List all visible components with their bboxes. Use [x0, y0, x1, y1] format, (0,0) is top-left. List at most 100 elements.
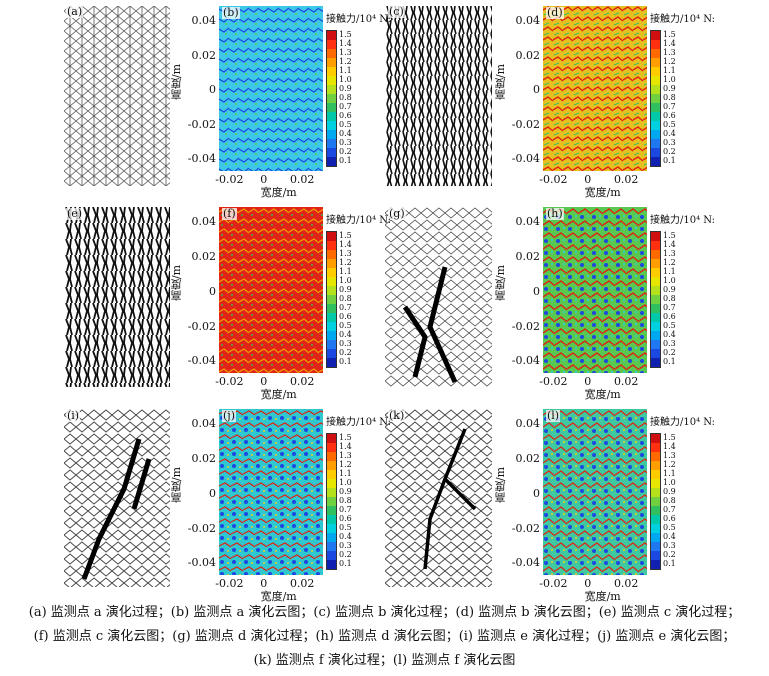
- y-tick-label-h: 0: [533, 284, 540, 298]
- colorbar-title-j: 接触力/10⁴ N:: [326, 417, 392, 428]
- colorbar-segment: [327, 250, 336, 259]
- colorbar-segment: [327, 488, 336, 497]
- caption-line-2: (f) 监测点 c 演化云图；(g) 监测点 d 演化过程；(h) 监测点 d …: [33, 629, 736, 644]
- x-tick-label-j: 0: [260, 577, 268, 590]
- y-tick-label-d: -0.02: [511, 117, 540, 131]
- colorbar-tick-label-f: 0.5: [339, 321, 352, 330]
- colorbar-tick-label-l: 1.1: [663, 469, 676, 478]
- colorbar-tick-label-j: 0.3: [339, 541, 352, 550]
- colorbar-tick-label-h: 1.5: [663, 231, 676, 240]
- colorbar-tick-label-h: 0.3: [663, 339, 676, 348]
- x-tick-label-l: -0.02: [539, 577, 568, 590]
- colorbar-tick-label-f: 1.0: [339, 276, 352, 285]
- x-tick-label-b: -0.02: [215, 173, 244, 186]
- colorbar-tick-label-b: 1.0: [339, 75, 352, 84]
- panel-label-a: (a): [66, 5, 84, 18]
- colorbar-segment: [327, 452, 336, 461]
- colorbar-segment: [651, 268, 660, 277]
- colorbar-tick-label-l: 1.5: [663, 433, 676, 442]
- colorbar-tick-label-b: 1.5: [339, 30, 352, 39]
- colorbar-segment: [327, 241, 336, 250]
- colorbar-segment: [651, 434, 660, 443]
- colorbar-segment: [651, 331, 660, 340]
- x-tick-label-f: 0: [260, 375, 268, 388]
- colorbar-tick-label-h: 0.2: [663, 348, 676, 357]
- colorbar-tick-label-f: 1.1: [339, 267, 352, 276]
- colorbar-segment: [651, 31, 660, 40]
- contour-l: [543, 409, 647, 575]
- colorbar-segment: [327, 31, 336, 40]
- x-axis-label-j: 宽度/m: [260, 590, 297, 603]
- colorbar-segment: [327, 58, 336, 67]
- colorbar-tick-label-j: 1.3: [339, 451, 352, 460]
- colorbar-segment: [651, 250, 660, 259]
- panel-label-g: (g): [388, 207, 406, 220]
- y-axis-label-d: 高度/m: [494, 63, 507, 100]
- colorbar-tick-label-d: 0.3: [663, 138, 676, 147]
- colorbar-tick-label-j: 1.5: [339, 433, 352, 442]
- colorbar-tick-label-h: 1.0: [663, 276, 676, 285]
- colorbar-segment: [651, 313, 660, 322]
- y-tick-label-h: -0.04: [511, 354, 540, 368]
- colorbar-segment: [651, 515, 660, 524]
- x-tick-label-f: -0.02: [215, 375, 244, 388]
- x-tick-label-f: 0.02: [289, 375, 315, 388]
- colorbar-segment: [651, 49, 660, 58]
- colorbar-segment: [651, 506, 660, 515]
- y-tick-label-j: 0: [209, 486, 216, 500]
- colorbar-segment: [651, 157, 660, 166]
- x-tick-label-d: 0.02: [613, 173, 639, 186]
- colorbar-tick-label-f: 1.5: [339, 231, 352, 240]
- x-tick-label-b: 0.02: [289, 173, 315, 186]
- x-tick-label-b: 0: [260, 173, 268, 186]
- colorbar-tick-label-l: 0.4: [663, 532, 676, 541]
- colorbar-tick-label-b: 1.1: [339, 66, 352, 75]
- colorbar-tick-label-j: 0.4: [339, 532, 352, 541]
- colorbar-l: [650, 433, 661, 570]
- colorbar-segment: [327, 461, 336, 470]
- colorbar-tick-label-h: 1.1: [663, 267, 676, 276]
- colorbar-segment: [327, 157, 336, 166]
- colorbar-segment: [651, 232, 660, 241]
- colorbar-tick-label-d: 0.8: [663, 93, 676, 102]
- x-tick-label-d: 0: [584, 173, 592, 186]
- colorbar-segment: [651, 112, 660, 121]
- colorbar-segment: [651, 67, 660, 76]
- colorbar-segment: [651, 452, 660, 461]
- colorbar-tick-label-l: 0.1: [663, 559, 676, 568]
- panel-j-contour-image: [219, 409, 323, 575]
- panel-label-j: (j): [222, 409, 236, 422]
- colorbar-tick-label-b: 0.2: [339, 147, 352, 156]
- colorbar-segment: [651, 304, 660, 313]
- colorbar-tick-label-l: 0.7: [663, 505, 676, 514]
- y-tick-label-h: -0.02: [511, 319, 540, 333]
- colorbar-segment: [327, 304, 336, 313]
- y-axis-label-f: 高度/m: [170, 265, 183, 302]
- x-tick-label-j: 0.02: [289, 577, 315, 590]
- colorbar-segment: [327, 103, 336, 112]
- colorbar-segment: [651, 443, 660, 452]
- y-tick-label-j: -0.02: [187, 521, 216, 535]
- x-tick-label-l: 0.02: [613, 577, 639, 590]
- colorbar-segment: [327, 542, 336, 551]
- colorbar-tick-label-j: 0.8: [339, 496, 352, 505]
- colorbar-segment: [327, 295, 336, 304]
- colorbar-tick-label-d: 0.7: [663, 102, 676, 111]
- colorbar-segment: [327, 331, 336, 340]
- y-tick-label-h: 0.02: [515, 249, 541, 263]
- colorbar-tick-label-l: 1.4: [663, 442, 676, 451]
- y-tick-label-f: 0: [209, 284, 216, 298]
- panel-e-crack-image: [64, 207, 170, 387]
- y-tick-label-f: -0.02: [187, 319, 216, 333]
- colorbar-segment: [327, 112, 336, 121]
- y-tick-label-b: 0.04: [191, 13, 217, 27]
- colorbar-segment: [327, 506, 336, 515]
- contour-b: [219, 6, 323, 171]
- panel-i-crack-image: [64, 409, 170, 587]
- colorbar-tick-label-f: 0.1: [339, 357, 352, 366]
- colorbar-segment: [651, 461, 660, 470]
- x-axis-label-b: 宽度/m: [260, 186, 297, 199]
- colorbar-tick-label-b: 0.4: [339, 129, 352, 138]
- colorbar-tick-label-f: 0.4: [339, 330, 352, 339]
- y-tick-label-f: 0.04: [191, 214, 217, 228]
